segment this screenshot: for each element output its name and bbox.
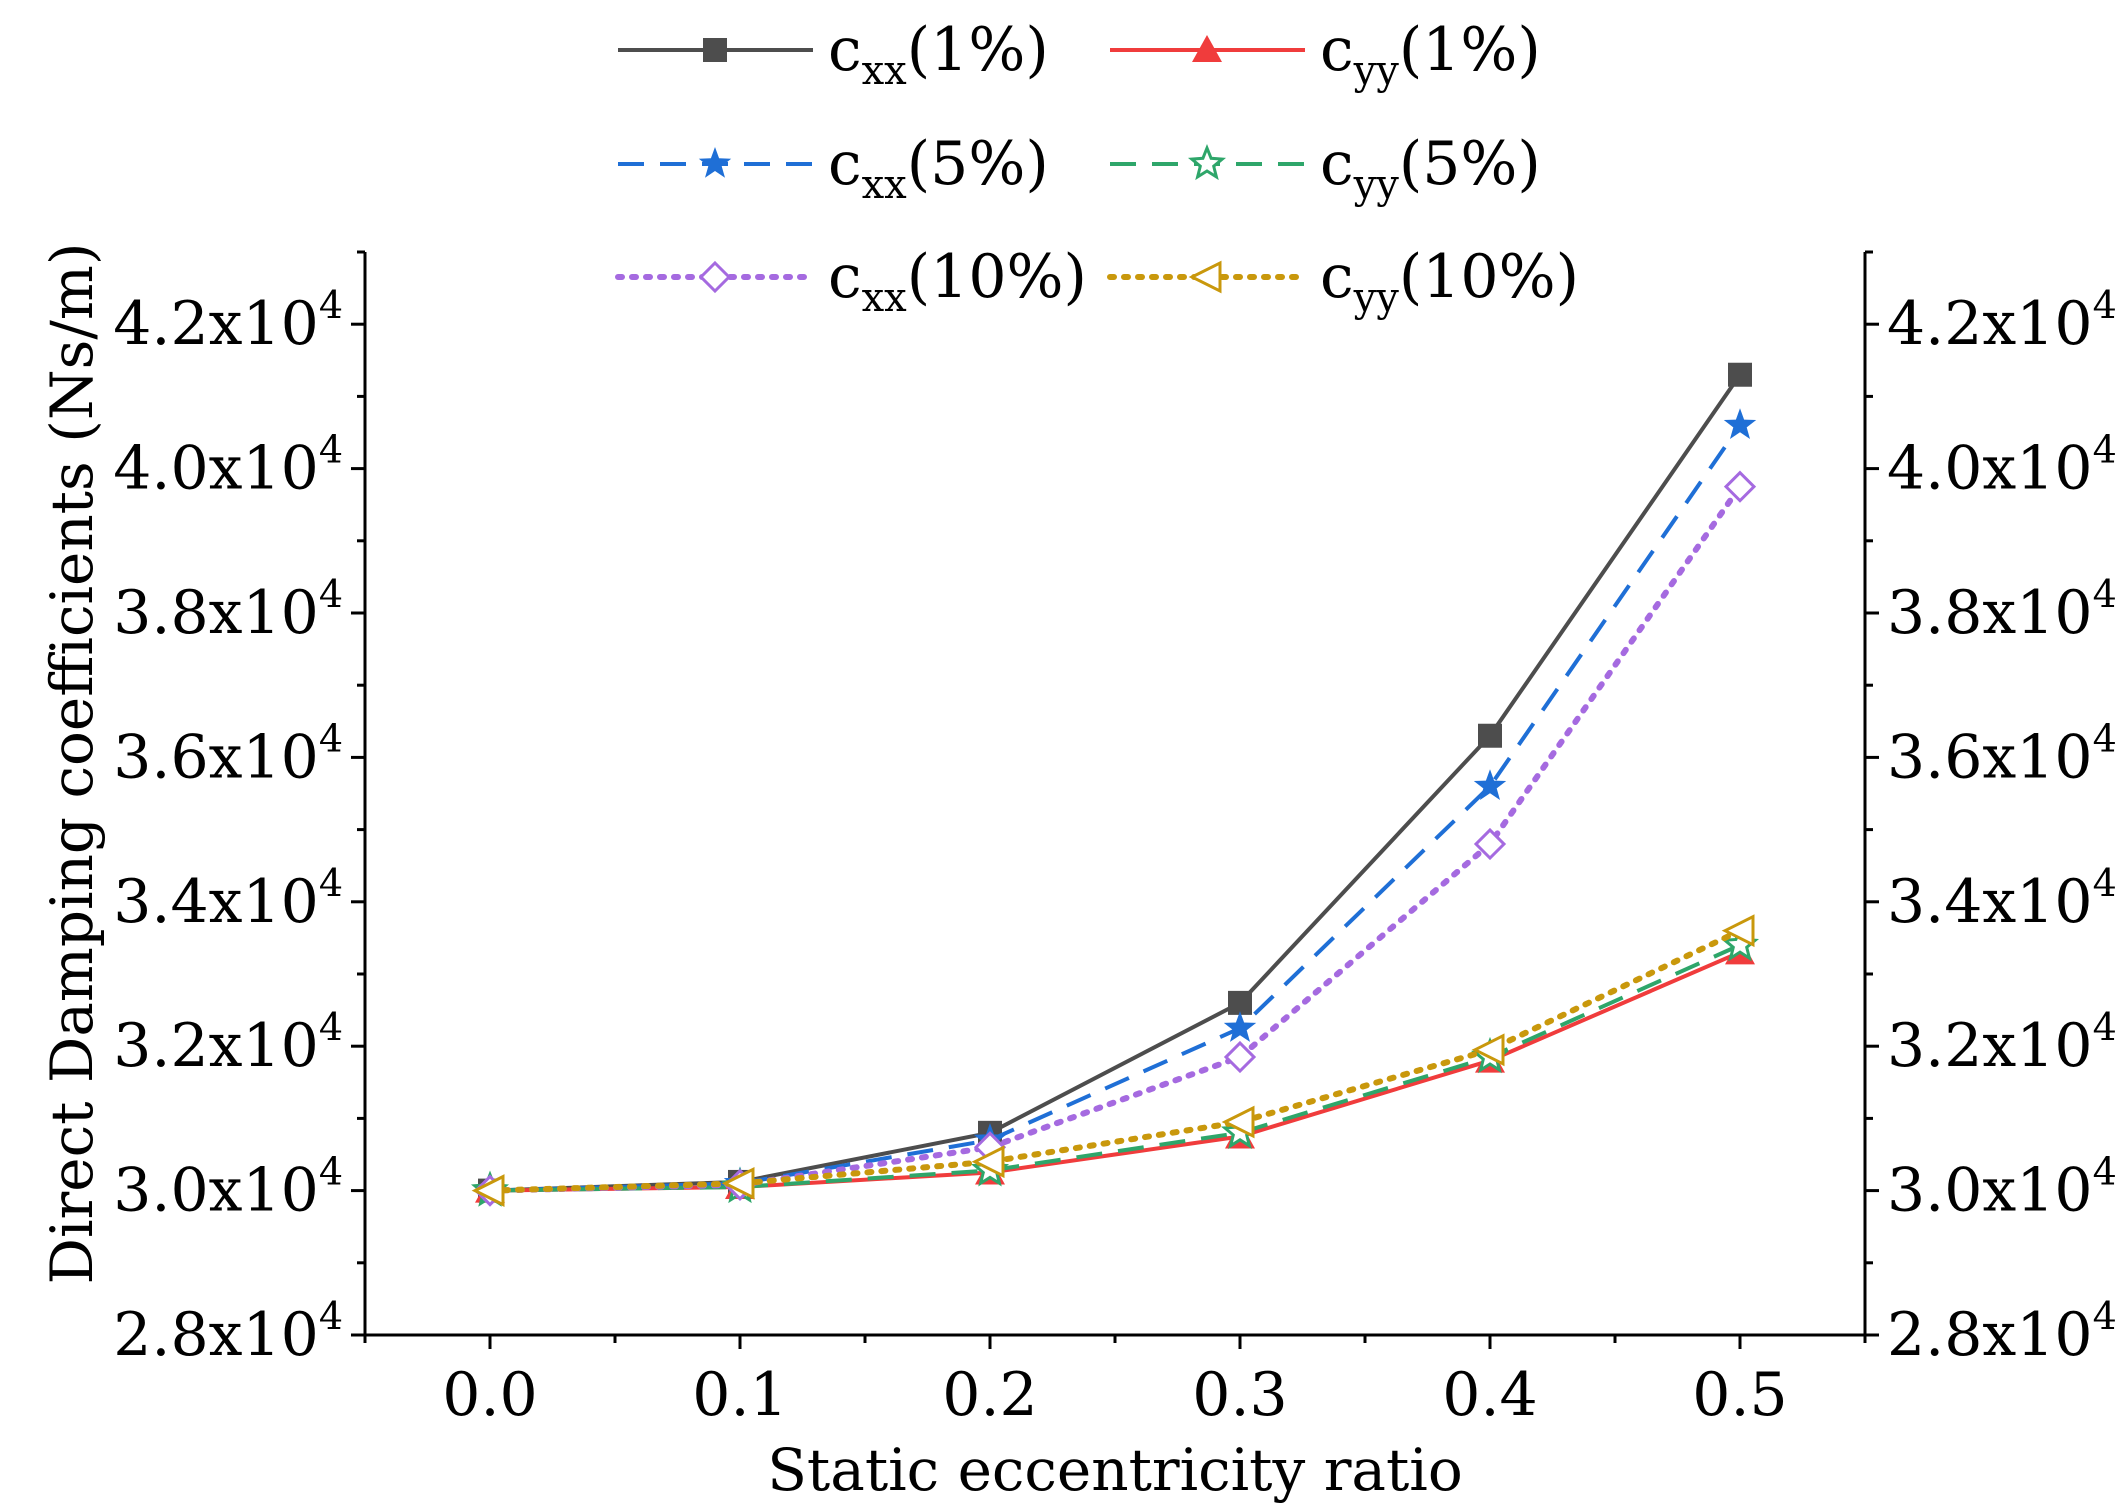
axis-ticks <box>351 250 1879 1349</box>
legend-label: cxx(5%) <box>828 129 1049 208</box>
series-line <box>489 373 1742 1193</box>
y-tick-label-right: 2.8x104 <box>1887 1294 2117 1370</box>
series-5 <box>471 914 1755 1208</box>
y-tick-label: 4.2x104 <box>113 283 343 359</box>
data-point <box>1723 470 1757 503</box>
y-tick-label-right: 3.8x104 <box>1887 572 2117 648</box>
y-tick-label-right: 3.4x104 <box>1887 861 2117 937</box>
legend-marker <box>1188 260 1222 294</box>
y-tick-label-right: 4.0x104 <box>1887 428 2117 504</box>
data-point <box>1473 769 1507 800</box>
series-2 <box>473 408 1757 1205</box>
legend-item: cxx(5%) <box>618 129 1049 208</box>
y-axis-title: Direct Damping coefficients (Ns/m) <box>38 242 106 1284</box>
legend-item: cyy(10%) <box>1107 242 1579 321</box>
legend-item: cyy(5%) <box>1110 129 1541 208</box>
y-tick-label-right: 3.0x104 <box>1887 1150 2117 1226</box>
data-point <box>1471 1033 1505 1067</box>
legend-item: cyy(1%) <box>1110 15 1541 94</box>
legend-marker <box>698 147 732 178</box>
data-point <box>1478 723 1502 748</box>
series-0 <box>478 362 1752 1203</box>
y-tick-label: 3.6x104 <box>113 716 343 792</box>
y-tick-label: 2.8x104 <box>113 1294 343 1370</box>
series-line <box>489 943 1741 1193</box>
y-tick-label: 3.8x104 <box>113 572 343 648</box>
x-tick-label: 0.5 <box>1692 1360 1787 1430</box>
y-tick-label-right: 3.2x104 <box>1887 1005 2117 1081</box>
data-point <box>1228 990 1252 1015</box>
series-layer <box>470 362 1760 1208</box>
x-tick-label: 0.0 <box>442 1360 537 1430</box>
data-point <box>471 1174 505 1208</box>
x-axis-title: Static eccentricity ratio <box>767 1436 1463 1504</box>
series-4 <box>473 470 1757 1207</box>
series-line <box>489 424 1742 1193</box>
data-point <box>1723 408 1757 439</box>
series-line <box>487 927 1743 1194</box>
y-tick-label: 3.4x104 <box>113 861 343 937</box>
data-point <box>971 1145 1005 1179</box>
y-tick-label-right: 4.2x104 <box>1887 283 2117 359</box>
legend-label: cxx(1%) <box>828 15 1049 94</box>
data-point <box>1223 1040 1257 1074</box>
legend-label: cxx(10%) <box>828 242 1087 321</box>
series-line <box>489 950 1741 1193</box>
legend-marker <box>1192 35 1222 62</box>
legend-label: cyy(5%) <box>1320 129 1541 208</box>
data-point <box>721 1166 755 1200</box>
x-tick-label: 0.2 <box>942 1360 1037 1430</box>
data-point <box>1721 914 1755 948</box>
legend-marker <box>703 38 727 62</box>
x-tick-label: 0.3 <box>1192 1360 1287 1430</box>
y-tick-label: 3.2x104 <box>113 1005 343 1081</box>
legend: cxx(1%) cyy(1%) cxx(5%) cyy(5%) cxx(10%) cyy(… <box>615 15 1579 321</box>
data-point <box>1221 1105 1255 1139</box>
y-tick-label: 4.0x104 <box>113 428 343 504</box>
x-tick-label: 0.1 <box>692 1360 787 1430</box>
legend-marker <box>698 260 732 294</box>
y-tick-label: 3.0x104 <box>113 1150 343 1226</box>
tick-labels: 2.8x104 2.8x104 3.0x104 3.0x104 3.2x104 3.2x1… <box>113 283 2117 1430</box>
data-point <box>1473 827 1507 861</box>
x-tick-label: 0.4 <box>1442 1360 1537 1430</box>
legend-label: cyy(10%) <box>1320 242 1579 321</box>
legend-item: cxx(10%) <box>615 242 1087 321</box>
legend-marker <box>1187 143 1227 181</box>
plot-frame <box>363 252 1867 1337</box>
y-tick-label-right: 3.6x104 <box>1887 716 2117 792</box>
legend-item: cxx(1%) <box>618 15 1049 94</box>
legend-label: cyy(1%) <box>1320 15 1541 94</box>
data-point <box>1728 362 1752 387</box>
data-point <box>1223 1011 1257 1042</box>
